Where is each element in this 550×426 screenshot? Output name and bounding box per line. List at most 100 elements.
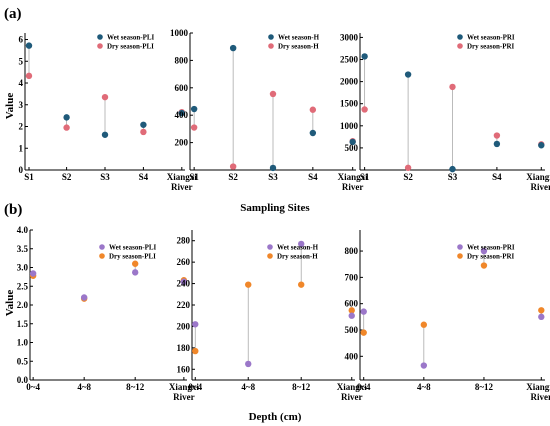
wet-point [480, 247, 488, 255]
legend-marker [99, 244, 105, 250]
x-tick-label-line: Xiangxi [526, 382, 550, 392]
x-tick-label: S1 [360, 172, 370, 182]
legend-marker [268, 43, 274, 49]
wet-point [361, 53, 368, 60]
dry-point [480, 262, 488, 269]
y-tick-label: 1.5 [17, 319, 29, 329]
dry-point [269, 90, 277, 98]
wet-point [360, 308, 367, 315]
y-tick-label: 600 [175, 83, 189, 93]
y-tick-label: 220 [177, 300, 191, 310]
x-tick-label: S3 [448, 172, 458, 182]
x-axis-label-b: Depth (cm) [249, 411, 302, 423]
wet-point [420, 362, 428, 369]
chart-panel-5: 160 180 200 220 240 260 280 0~4 4~8 8~12 Xiangxi Ri… [177, 230, 368, 402]
y-tick-label: 700 [345, 272, 359, 282]
wet-point [29, 270, 37, 277]
x-tick-label-line: Xiangxi [526, 172, 550, 182]
y-tick-label: 180 [177, 343, 191, 353]
y-tick-label: 0.0 [17, 375, 29, 385]
dry-point [140, 128, 147, 136]
chart-panel-3: 50010001500200025003000S1S2S3S4XiangxiRi… [340, 32, 550, 192]
y-tick-label: 280 [177, 236, 191, 246]
y-tick-label: 1000 [340, 121, 359, 131]
x-tick-label: 8~12 [475, 382, 494, 392]
y-tick-label: 6 [19, 35, 24, 45]
x-tick-label-line: River [171, 182, 193, 192]
y-tick-label: 3 [19, 100, 24, 110]
x-tick-label-line: River [342, 182, 364, 192]
x-axis-label-a: Sampling Sites [240, 202, 310, 214]
y-tick-label: 1500 [340, 99, 359, 109]
y-tick-label: 4 [19, 78, 24, 88]
y-tick-label: 400 [345, 351, 359, 361]
y-tick-label: 3.5 [17, 244, 29, 254]
legend-entry: Dry season-H [278, 43, 319, 51]
dry-point [449, 83, 456, 91]
x-tick-label: 0~4 [357, 382, 371, 392]
x-tick-label: S2 [62, 172, 72, 182]
x-tick-label-line: Xiangxi [169, 382, 200, 392]
legend-entry: Wet season-H [277, 244, 319, 252]
legend-entry: Dry season-PRI [467, 43, 515, 51]
y-tick-label: 0 [19, 165, 24, 175]
legend-entry: Dry season-PRI [467, 253, 515, 261]
wet-point [298, 240, 305, 248]
x-tick-label-line: River [531, 392, 550, 402]
x-tick-label: 4~8 [241, 382, 255, 392]
wet-point [538, 142, 545, 149]
wet-point [229, 44, 237, 52]
dry-point [348, 307, 355, 314]
legend-marker [97, 34, 103, 40]
x-tick-label: S2 [403, 172, 413, 182]
wet-point [538, 313, 545, 321]
dry-point [25, 72, 33, 80]
dry-point [361, 106, 368, 113]
y-tick-label: 500 [345, 325, 359, 335]
dry-point [101, 93, 109, 101]
y-tick-label: 260 [177, 257, 191, 267]
y-tick-label: 600 [345, 299, 359, 309]
wet-point [493, 140, 501, 148]
x-tick-label: 0~4 [188, 382, 202, 392]
wet-point [101, 131, 109, 138]
y-tick-label: 2 [19, 122, 24, 132]
legend-marker [268, 34, 274, 40]
y-tick-label: 800 [345, 246, 359, 256]
dry-point [190, 124, 198, 131]
legend-entry: Wet season-PLI [107, 34, 155, 42]
wet-point [80, 294, 88, 301]
x-tick-label: S4 [492, 172, 502, 182]
dry-point [538, 307, 545, 314]
dry-point [63, 124, 70, 131]
dry-point [131, 260, 139, 267]
wet-point [63, 114, 70, 121]
legend-entry: Dry season-PLI [107, 43, 154, 51]
x-tick-label-line: River [173, 392, 195, 402]
y-tick-label: 200 [177, 321, 191, 331]
legend-marker [99, 253, 105, 259]
y-tick-label: 5 [19, 56, 24, 66]
y-tick-label: 3000 [340, 32, 359, 42]
y-tick-label: 2000 [340, 77, 359, 87]
y-tick-label: 1000 [170, 28, 189, 38]
legend-entry: Wet season-PLI [109, 244, 157, 252]
dry-point [298, 281, 305, 288]
chart-panel-4: 0.0 0.5 1.0 1.5 2.0 2.5 3.0 3.5 4.0 0~4 4~8 8~12 Xia… [17, 225, 200, 402]
y-tick-label: 500 [345, 143, 359, 153]
wet-point [449, 165, 456, 173]
legend-entry: Wet season-PRI [467, 34, 515, 42]
x-tick-label-line: Xiangxi [167, 172, 198, 182]
x-tick-label: S4 [139, 172, 149, 182]
y-tick-label: 160 [177, 364, 191, 374]
y-tick-label: 1 [19, 143, 24, 153]
x-tick-label-line: Xiangxi [337, 382, 368, 392]
x-tick-label: 0~4 [26, 382, 40, 392]
dry-point [192, 347, 199, 355]
y-tick-label: 2.5 [17, 281, 29, 291]
x-tick-label-line: River [341, 392, 363, 402]
